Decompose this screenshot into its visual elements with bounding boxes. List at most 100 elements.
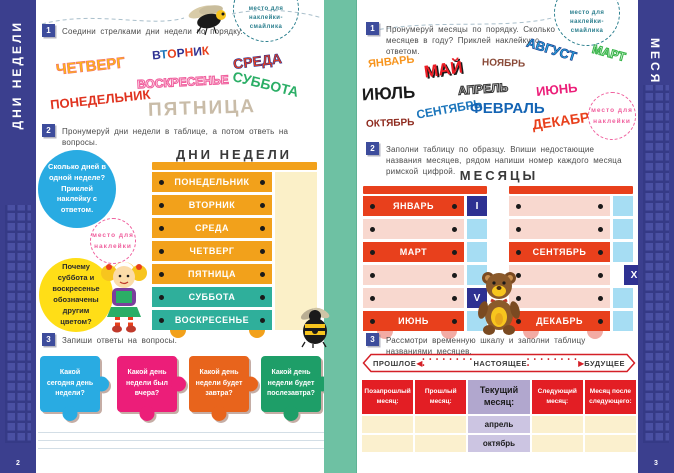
scattered-word-month[interactable]: ФЕВРАЛЬ xyxy=(470,100,545,117)
answer-writing-line[interactable] xyxy=(38,432,326,433)
dresser-leg xyxy=(523,331,539,339)
task-instruction: Соедини стрелками дни недели по порядку. xyxy=(62,27,243,36)
month-drawer-empty[interactable] xyxy=(363,219,464,239)
months-dresser-2: СЕНТЯБРЬ ДЕКАБРЬ X xyxy=(509,186,644,339)
sticker-place-circle[interactable]: место для наклейки xyxy=(588,92,636,140)
day-numbering-column[interactable] xyxy=(275,172,317,330)
day-label: ПОНЕДЕЛЬНИК xyxy=(174,177,250,187)
drawer-knob xyxy=(597,318,603,324)
months-answer-table: Позапрошлый месяц: Прошлый месяц: Текущи… xyxy=(362,380,636,452)
sticker-place-circle[interactable]: место для наклейки xyxy=(90,218,136,264)
month-drawer: ДЕКАБРЬ xyxy=(509,311,610,331)
task-number-badge: 3 xyxy=(42,333,55,346)
drawer-knob xyxy=(260,317,265,323)
scattered-word-month[interactable]: ИЮНЬ xyxy=(535,79,579,100)
numeral-writing-cell[interactable] xyxy=(467,242,487,262)
scattered-word-month[interactable]: НОЯБРЬ xyxy=(481,57,526,70)
timeline-future-label: БУДУЩЕЕ xyxy=(584,358,625,368)
left-tab-label: ДНИ НЕДЕЛИ xyxy=(10,20,24,130)
drawer-knob xyxy=(370,249,375,255)
question-puzzle: Какой день недели был вчера? xyxy=(117,356,177,412)
table-cell-empty[interactable] xyxy=(584,416,636,433)
month-drawer-empty[interactable] xyxy=(363,288,464,308)
fly-icon xyxy=(188,5,226,36)
doll-icon xyxy=(101,262,147,333)
task-instruction: Рассмотри временную шкалу и заполни табл… xyxy=(386,336,586,357)
month-label: СЕНТЯБРЬ xyxy=(532,247,587,257)
scattered-word-day[interactable]: ПОНЕДЕЛЬНИК xyxy=(49,86,152,113)
drawer-knob xyxy=(259,271,265,277)
table-cell-empty[interactable] xyxy=(362,435,414,452)
table-cell-empty[interactable] xyxy=(531,416,583,433)
numeral-writing-cell[interactable] xyxy=(613,311,633,331)
table-cell-empty[interactable] xyxy=(584,435,636,452)
drawer-knob xyxy=(159,294,164,300)
drawer-knob xyxy=(159,317,164,323)
drawer-knob xyxy=(452,203,457,209)
numeral-writing-cell[interactable] xyxy=(613,196,633,216)
month-drawer-empty[interactable] xyxy=(509,265,610,285)
table-cell-empty[interactable] xyxy=(415,416,467,433)
month-drawer: СЕНТЯБРЬ xyxy=(509,242,610,262)
question-puzzle: Какой день недели будет послезавтра? xyxy=(261,356,321,412)
task-1-right: 1 Пронумеруй месяцы по порядку. Сколько … xyxy=(366,22,571,58)
day-label: СРЕДА xyxy=(195,223,229,233)
numeral-writing-cell[interactable] xyxy=(613,219,633,239)
table-cell-empty[interactable] xyxy=(415,435,467,452)
scattered-word-month[interactable]: МАРТ xyxy=(590,41,628,65)
table-cell-empty[interactable] xyxy=(362,416,414,433)
question-puzzle: Какой сегодня день недели? xyxy=(40,356,100,412)
scattered-word-day[interactable]: ВОСКРЕСЕНЬЕ xyxy=(136,72,229,92)
drawer-knob xyxy=(516,249,521,255)
month-drawer-empty[interactable] xyxy=(509,288,610,308)
numeral-writing-cell[interactable] xyxy=(613,288,633,308)
timeline-past-label: ПРОШЛОЕ xyxy=(373,358,417,368)
scattered-word-day[interactable]: ВТОРНИК xyxy=(151,43,210,63)
scattered-word-month[interactable]: АПРЕЛЬ xyxy=(457,80,509,99)
drawer-knob xyxy=(598,295,603,301)
roman-numeral-cell: I xyxy=(467,196,487,216)
scattered-word-month[interactable]: ОКТЯБРЬ xyxy=(365,117,415,130)
scattered-word-day[interactable]: ПЯТНИЦА xyxy=(147,96,257,121)
task-number-badge: 1 xyxy=(366,22,379,35)
scattered-word-month[interactable]: ИЮЛЬ xyxy=(361,82,416,105)
drawer-knob xyxy=(598,203,603,209)
task-instruction: Заполни таблицу по образцу. Впиши недост… xyxy=(386,145,622,177)
month-drawer-empty[interactable] xyxy=(509,219,610,239)
dresser-leg xyxy=(587,331,603,339)
month-drawer-empty[interactable] xyxy=(509,196,610,216)
task-3-left: 3 Запиши ответы на вопросы. xyxy=(42,333,322,346)
numeral-writing-cell[interactable] xyxy=(467,219,487,239)
task-2-left: 2 Пронумеруй дни недели в таблице, а пот… xyxy=(42,124,322,148)
dresser-leg xyxy=(377,331,393,339)
answer-writing-line[interactable] xyxy=(38,448,326,449)
scattered-word-day[interactable]: ЧЕТВЕРГ xyxy=(55,54,126,79)
task-number-badge: 2 xyxy=(366,142,379,155)
table-header: Следующий месяц: xyxy=(531,380,583,414)
drawer-knob xyxy=(598,226,603,232)
numeral-writing-cell[interactable] xyxy=(467,265,487,285)
answer-writing-line[interactable] xyxy=(38,440,326,441)
month-drawer-empty[interactable] xyxy=(363,265,464,285)
table-header-current: Текущий месяц: xyxy=(468,380,530,414)
task-2-right: 2 Заполни таблицу по образцу. Впиши недо… xyxy=(366,142,628,178)
scattered-word-month[interactable]: МАЙ xyxy=(422,57,464,82)
scattered-word-day[interactable]: СУББОТА xyxy=(231,68,301,100)
drawer-knob xyxy=(159,271,164,277)
table-cell-empty[interactable] xyxy=(531,435,583,452)
table-header: Позапрошлый месяц: xyxy=(362,380,414,414)
numeral-writing-cell[interactable] xyxy=(613,242,633,262)
left-edge-tab: ДНИ НЕДЕЛИ 2 xyxy=(0,0,36,473)
page-number-left: 2 xyxy=(16,460,20,467)
bee-icon xyxy=(300,307,330,348)
right-edge-tab: МЕСЯЦЫ 3 xyxy=(638,0,674,473)
dresser-leg xyxy=(170,330,186,338)
task-number-badge: 1 xyxy=(42,24,55,37)
table-header: Прошлый месяц: xyxy=(415,380,467,414)
dresser-top xyxy=(152,162,317,170)
drawer-knob xyxy=(370,318,375,324)
drawer-knob xyxy=(370,203,375,209)
question-puzzle: Какой день недели будет завтра? xyxy=(189,356,249,412)
drawer-knob xyxy=(451,249,457,255)
timeline-present-label: НАСТОЯЩЕЕ xyxy=(473,358,528,368)
